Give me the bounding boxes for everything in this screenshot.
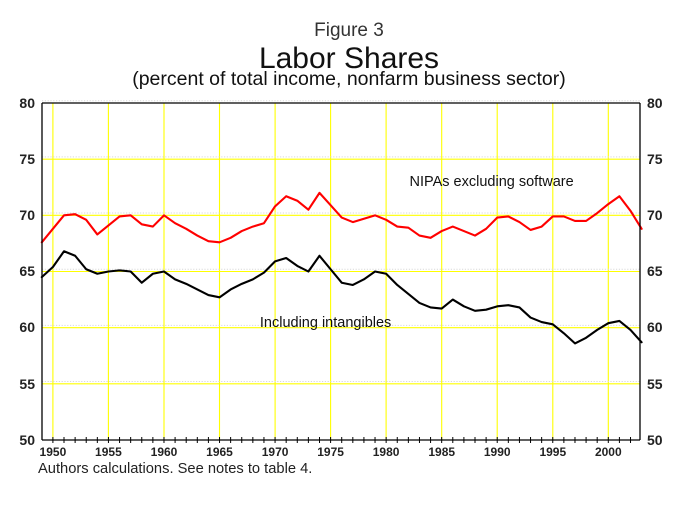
svg-text:1960: 1960: [151, 445, 178, 459]
svg-text:1985: 1985: [428, 445, 455, 459]
svg-text:65: 65: [19, 263, 35, 279]
svg-text:60: 60: [19, 319, 35, 335]
svg-text:55: 55: [647, 376, 663, 392]
svg-text:75: 75: [647, 151, 663, 167]
svg-text:1975: 1975: [317, 445, 344, 459]
svg-text:1970: 1970: [262, 445, 289, 459]
svg-text:2000: 2000: [595, 445, 622, 459]
svg-text:Authors calculations. See not: Authors calculations. See notes to table…: [38, 461, 312, 477]
svg-text:60: 60: [647, 319, 663, 335]
svg-text:50: 50: [19, 432, 35, 448]
svg-text:80: 80: [19, 95, 35, 111]
svg-text:Including intangibles: Including intangibles: [260, 315, 391, 331]
svg-text:1990: 1990: [484, 445, 511, 459]
svg-text:1980: 1980: [373, 445, 400, 459]
svg-text:80: 80: [647, 95, 663, 111]
svg-text:1955: 1955: [95, 445, 122, 459]
svg-text:75: 75: [19, 151, 35, 167]
svg-text:1950: 1950: [40, 445, 67, 459]
svg-text:70: 70: [19, 207, 35, 223]
svg-text:1965: 1965: [206, 445, 233, 459]
svg-text:70: 70: [647, 207, 663, 223]
svg-text:NIPAs excluding software: NIPAs excluding software: [410, 174, 574, 190]
svg-text:65: 65: [647, 263, 663, 279]
svg-text:55: 55: [19, 376, 35, 392]
svg-text:50: 50: [647, 432, 663, 448]
svg-text:1995: 1995: [539, 445, 566, 459]
